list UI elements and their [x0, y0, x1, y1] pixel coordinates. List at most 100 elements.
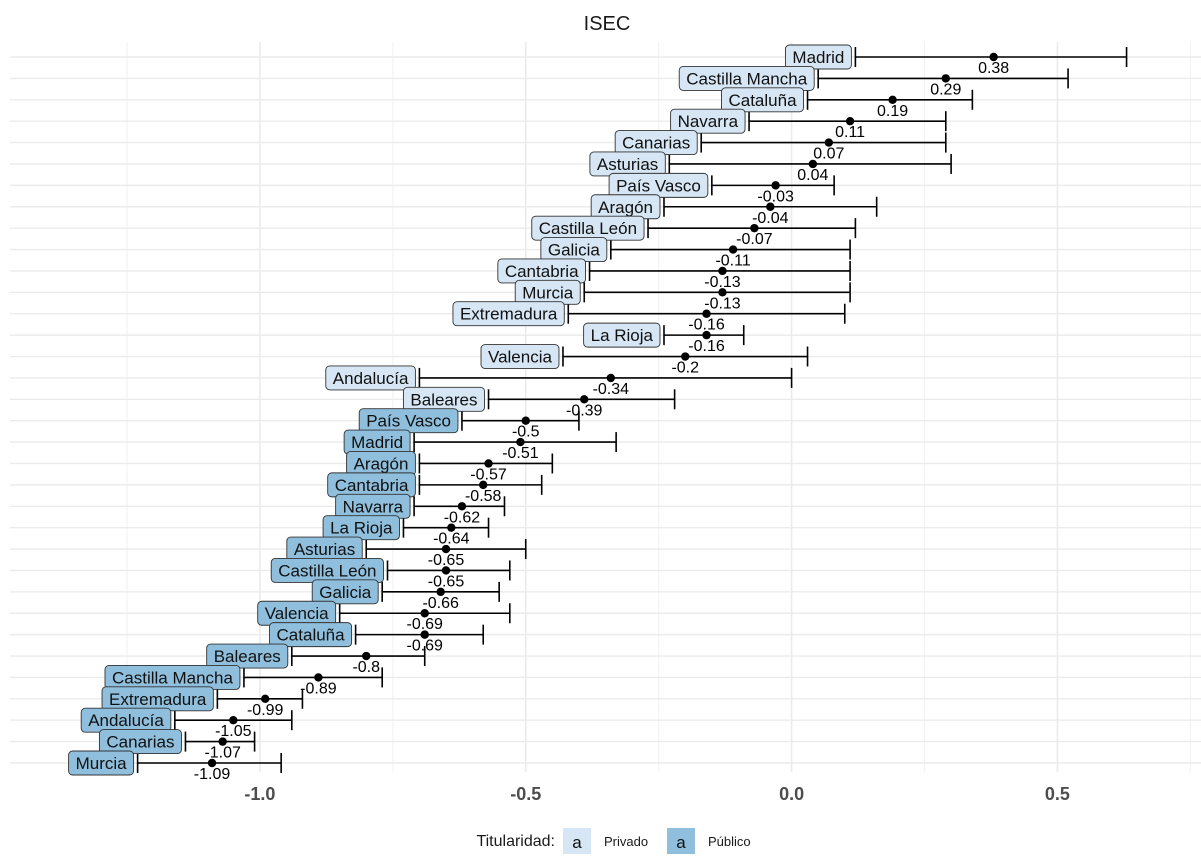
- mean-point: [207, 758, 217, 768]
- region-label-box: [311, 579, 379, 605]
- mean-point: [484, 459, 493, 468]
- label-layer: 0.38 0.29 0.19 0.11 0.07 0.04-0.03 -0.04 -0.07 -…: [68, 44, 1009, 783]
- region-label-text: Baleares: [410, 390, 477, 409]
- region-label-text: Asturias: [597, 155, 658, 174]
- errorbar: [418, 367, 793, 388]
- region-label-text: Murcia: [522, 283, 574, 302]
- region-label-text: Galicia: [319, 583, 372, 602]
- region-label-text: Madrid: [351, 433, 403, 452]
- errorbar: [290, 646, 426, 667]
- region-label: Navarra: [335, 493, 411, 519]
- region-label: Valencia: [480, 344, 560, 369]
- value-label: 0.19: [877, 103, 908, 120]
- mean-point: [766, 202, 775, 211]
- region-label-text: Andalucía: [88, 711, 164, 730]
- region-label: Castilla Mancha: [104, 664, 241, 690]
- value-label: -0.69: [406, 616, 443, 633]
- mean-point: [218, 737, 227, 746]
- value-label: -0.11: [715, 253, 750, 270]
- mean-point: [229, 716, 238, 725]
- mean-point: [441, 544, 451, 554]
- region-label: Cantabria: [327, 472, 416, 498]
- region-label-text: Murcia: [76, 754, 128, 773]
- region-label-text: Extremadura: [460, 305, 558, 324]
- value-label: -0.58: [465, 488, 502, 505]
- region-label: Galicia: [311, 579, 379, 605]
- region-label: País Vasco: [358, 408, 459, 434]
- region-label-text: País Vasco: [616, 176, 701, 195]
- errorbar: [700, 132, 947, 153]
- region-label-box: [480, 344, 560, 369]
- region-label-box: [206, 643, 289, 669]
- legend-entry-label: Público: [708, 834, 751, 849]
- region-label-text: Cantabria: [335, 476, 409, 495]
- value-label: -0.99: [247, 702, 284, 719]
- region-label-text: Cataluña: [728, 91, 797, 110]
- value-label: 0.11: [835, 124, 865, 141]
- mean-point: [436, 587, 445, 597]
- x-tick-label: -1.0: [244, 784, 275, 804]
- mean-point: [261, 694, 270, 704]
- region-label: Navarra: [670, 108, 746, 134]
- region-label: Canarias: [98, 729, 182, 755]
- value-label: -0.16: [688, 317, 725, 334]
- value-label: -0.62: [444, 509, 481, 526]
- region-label: Castilla León: [531, 215, 645, 241]
- value-label: -0.51: [502, 445, 539, 462]
- value-label: -0.69: [406, 638, 443, 655]
- region-label: Aragón: [346, 451, 416, 476]
- mean-point: [941, 74, 950, 83]
- errorbar: [583, 282, 851, 303]
- value-label: -0.65: [428, 552, 465, 569]
- value-label: -0.65: [428, 573, 465, 590]
- region-label-text: Valencia: [265, 604, 329, 623]
- value-label: -0.57: [470, 466, 507, 483]
- region-label: Cantabria: [497, 258, 586, 284]
- x-tick-label: 0.5: [1045, 784, 1070, 804]
- region-label-box: [269, 622, 353, 648]
- legend-key-glyph: a: [572, 833, 582, 852]
- region-label-text: Castilla León: [539, 219, 637, 238]
- value-label: -0.04: [752, 210, 789, 227]
- mean-point: [362, 651, 371, 661]
- value-label: -0.07: [736, 231, 773, 248]
- region-label-text: Extremadura: [109, 690, 207, 709]
- mean-point: [441, 566, 451, 575]
- value-label: 0.07: [813, 146, 844, 163]
- mean-point: [808, 159, 818, 169]
- mean-point: [314, 673, 323, 682]
- mean-point: [516, 437, 525, 447]
- region-label-text: Andalucía: [333, 369, 409, 388]
- mean-point: [521, 416, 530, 425]
- region-label: País Vasco: [608, 172, 709, 198]
- region-label-box: [325, 365, 416, 391]
- region-label: Murcia: [514, 279, 581, 305]
- mean-point: [771, 181, 780, 190]
- region-label: Aragón: [590, 194, 661, 220]
- value-label: -0.8: [352, 659, 380, 676]
- mean-point: [750, 223, 759, 233]
- value-label: -0.64: [433, 531, 470, 548]
- mean-point: [989, 52, 998, 62]
- region-label-box: [452, 301, 565, 327]
- region-label-box: [784, 44, 852, 70]
- region-label-text: País Vasco: [366, 412, 451, 431]
- mean-point: [888, 95, 897, 104]
- region-label-text: Madrid: [792, 48, 844, 67]
- region-label-box: [98, 729, 182, 755]
- region-label: Baleares: [402, 386, 485, 412]
- value-label: -0.34: [593, 381, 630, 398]
- value-label: -0.13: [704, 295, 741, 312]
- region-label: La Rioja: [322, 515, 400, 541]
- mean-point: [479, 480, 488, 490]
- value-label: -0.89: [300, 680, 337, 697]
- region-label-text: Galicia: [548, 241, 601, 260]
- region-label: Asturias: [589, 151, 666, 177]
- legend-key: [563, 828, 591, 854]
- mean-point: [718, 266, 727, 276]
- value-label: -0.16: [688, 338, 725, 355]
- region-label-text: Castilla León: [278, 561, 376, 580]
- region-label: Andalucía: [80, 707, 172, 733]
- region-label: La Rioja: [583, 322, 661, 348]
